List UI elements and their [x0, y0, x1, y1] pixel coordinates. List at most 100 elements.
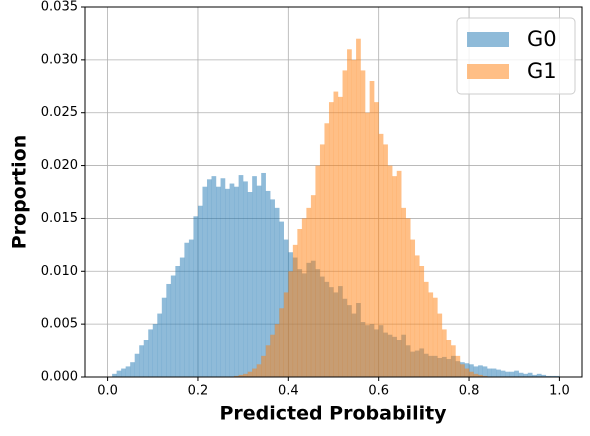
histogram-bar: [455, 355, 461, 377]
x-tick-label: 1.0: [549, 384, 570, 399]
histogram-bar: [473, 366, 479, 377]
histogram-bar: [496, 369, 501, 377]
bars: [112, 38, 560, 378]
histogram-bar: [234, 375, 239, 377]
histogram-bar: [301, 218, 307, 377]
histogram-bar: [202, 186, 208, 377]
histogram-bar: [441, 329, 447, 377]
legend-label: G0: [527, 27, 557, 51]
histogram-bar: [487, 368, 492, 377]
y-tick-label: 0.035: [41, 0, 78, 15]
histogram-bar: [279, 221, 284, 377]
histogram-bar: [518, 372, 524, 377]
y-tick-label: 0.030: [41, 52, 78, 67]
histogram-bar: [279, 308, 284, 377]
x-tick-label: 0.6: [368, 384, 389, 399]
x-axis-label: Predicted Probability: [219, 403, 447, 425]
histogram-bar: [274, 207, 280, 377]
histogram-bar: [220, 178, 226, 377]
histogram-bar: [306, 207, 312, 377]
x-tick-label: 0.4: [278, 384, 299, 399]
histogram-bar: [206, 179, 212, 377]
histogram-bar: [500, 370, 506, 377]
histogram-bar: [541, 374, 547, 377]
histogram-bar: [116, 370, 122, 377]
histogram-bar: [469, 371, 474, 377]
histogram-bar: [482, 375, 488, 377]
histogram-bar: [166, 283, 172, 377]
histogram-bar: [143, 340, 149, 377]
histogram-bar: [121, 368, 126, 377]
y-tick-label: 0.010: [41, 264, 78, 279]
legend-label: G1: [527, 59, 557, 83]
histogram-bar: [428, 292, 434, 377]
histogram-bar: [378, 133, 384, 377]
histogram-bar: [396, 170, 402, 377]
histogram-bar: [446, 340, 452, 377]
y-tick-label: 0.015: [41, 211, 78, 226]
histogram-bar: [482, 366, 488, 377]
histogram-bar: [238, 175, 244, 377]
histogram-bar: [414, 255, 420, 377]
histogram-bar: [152, 324, 158, 377]
histogram-bar: [319, 144, 325, 377]
histogram-bar: [157, 313, 163, 377]
histogram-bar: [184, 242, 190, 377]
histogram-bar: [256, 364, 262, 377]
y-tick-label: 0.000: [41, 370, 78, 385]
histogram-bar: [265, 345, 271, 377]
histogram-bar: [478, 374, 483, 377]
histogram-bar: [419, 266, 425, 377]
histogram-bar: [247, 192, 253, 377]
histogram-bar: [130, 362, 135, 377]
histogram-bar: [148, 329, 153, 377]
histogram-bar: [374, 102, 379, 378]
histogram-bar: [514, 370, 519, 377]
histogram-bar: [238, 374, 244, 377]
histogram-bar: [532, 374, 538, 377]
histogram-bar: [229, 183, 235, 377]
histogram-bar: [509, 371, 515, 377]
histogram-bar: [392, 176, 397, 377]
legend-frame: [456, 17, 576, 95]
y-tick-label: 0.020: [41, 158, 78, 173]
x-tick-label: 0.8: [459, 384, 480, 399]
histogram-bar: [405, 218, 411, 377]
histogram-bar: [554, 375, 560, 377]
histogram-bar: [369, 81, 375, 377]
histogram-bar: [324, 123, 330, 378]
x-tick-label: 0.0: [97, 384, 118, 399]
histogram-bar: [197, 205, 203, 377]
histogram-bar: [473, 373, 479, 377]
histogram-bar: [161, 297, 167, 377]
histogram-bar: [193, 216, 199, 377]
histogram-bar: [342, 70, 348, 377]
histogram-bar: [464, 368, 470, 377]
histogram-bar: [288, 271, 294, 377]
histogram-bar: [310, 195, 316, 377]
histogram-bar: [423, 281, 429, 377]
histogram-bar: [478, 365, 483, 377]
histogram-bar: [450, 345, 456, 377]
histogram-bar: [347, 49, 352, 378]
histogram-bar: [270, 199, 275, 377]
legend-swatch: [467, 32, 509, 47]
histogram-bar: [383, 144, 388, 377]
histogram-bar: [179, 257, 185, 377]
y-axis-label: Proportion: [9, 135, 31, 250]
histogram-bar: [401, 207, 406, 377]
histogram-bar: [536, 373, 542, 377]
histogram-bar: [297, 229, 303, 377]
x-tick-label: 0.2: [188, 384, 209, 399]
histogram-bar: [437, 313, 443, 377]
histogram-bar: [545, 375, 551, 377]
histogram-bar: [527, 372, 533, 377]
histogram-bar: [328, 102, 334, 378]
histogram-bar: [270, 334, 275, 377]
histogram-bar: [356, 38, 361, 377]
histogram-bar: [243, 373, 248, 377]
ticks: 0.000 0.005 0.010 0.015 0.020 0.025 0.030 0.035…: [41, 0, 570, 399]
histogram-bar: [469, 364, 474, 377]
